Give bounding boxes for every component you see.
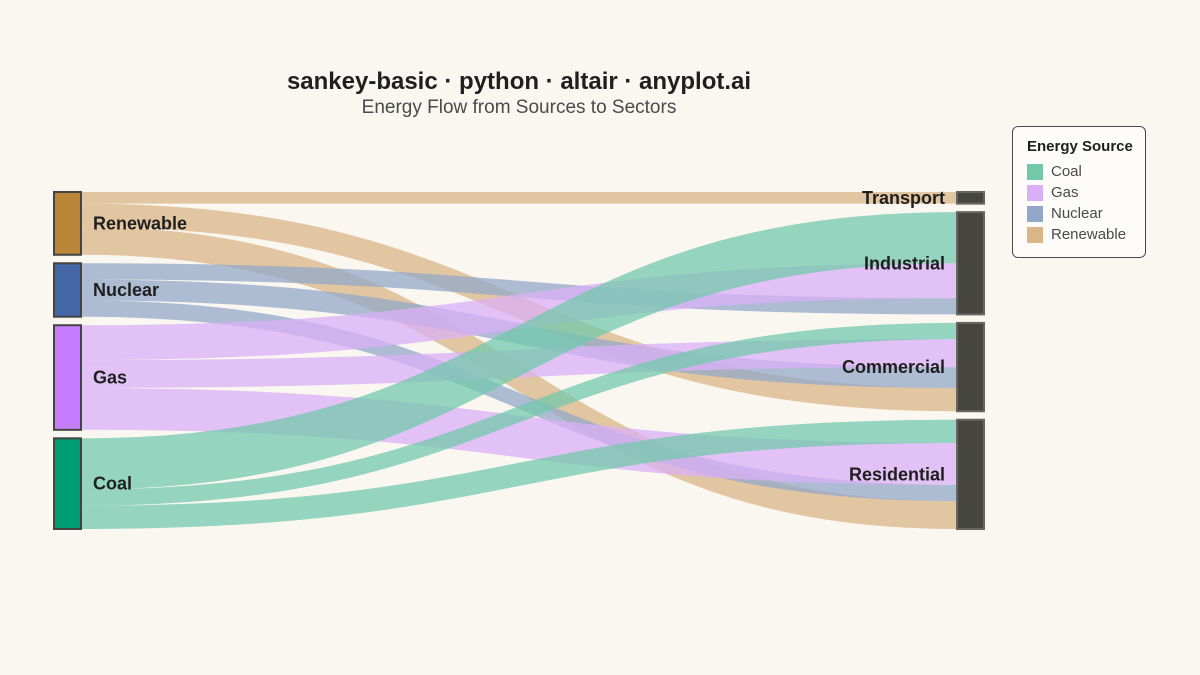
source-label-coal: Coal <box>93 474 132 494</box>
link-gas-to-residential <box>81 387 957 485</box>
source-node-nuclear <box>53 262 82 318</box>
legend-swatch-coal <box>1027 163 1043 180</box>
target-label-residential: Residential <box>849 464 945 484</box>
chart-title: sankey-basic · python · altair · anyplot… <box>287 68 751 95</box>
labels-group: Renewable Nuclear Gas Coal Transport Industri… <box>93 188 945 494</box>
target-node-commercial <box>956 321 985 413</box>
link-renewable-to-residential <box>81 226 957 530</box>
source-node-renewable <box>53 191 82 256</box>
link-nuclear-to-residential <box>81 300 957 502</box>
legend-item-nuclear: Nuclear <box>1027 203 1145 224</box>
link-renewable-to-transport <box>81 192 957 204</box>
legend-item-coal: Coal <box>1027 161 1145 182</box>
legend-swatch-gas <box>1027 184 1043 201</box>
legend: Energy Source Coal Gas Nuclear Renewable <box>1012 126 1146 258</box>
legend-swatch-renewable <box>1027 226 1043 243</box>
link-coal-to-commercial <box>81 322 957 506</box>
target-label-transport: Transport <box>862 188 945 208</box>
nodes-group <box>53 191 985 530</box>
legend-label-coal: Coal <box>1051 163 1082 180</box>
source-node-coal <box>53 437 82 530</box>
chart-subtitle: Energy Flow from Sources to Sectors <box>362 97 677 118</box>
legend-label-renewable: Renewable <box>1051 226 1127 243</box>
target-label-industrial: Industrial <box>864 253 945 273</box>
legend-label-nuclear: Nuclear <box>1051 205 1103 222</box>
legend-swatch-nuclear <box>1027 205 1043 222</box>
target-label-commercial: Commercial <box>842 357 945 377</box>
link-gas-to-industrial <box>81 263 957 361</box>
legend-item-renewable: Renewable <box>1027 224 1145 245</box>
link-coal-to-industrial <box>81 212 957 490</box>
legend-label-gas: Gas <box>1051 184 1079 201</box>
source-label-nuclear: Nuclear <box>93 280 159 300</box>
target-node-residential <box>956 418 985 530</box>
source-node-gas <box>53 324 82 431</box>
source-label-gas: Gas <box>93 368 127 388</box>
legend-title: Energy Source <box>1027 138 1133 155</box>
source-label-renewable: Renewable <box>93 213 187 233</box>
legend-item-gas: Gas <box>1027 182 1145 203</box>
link-coal-to-residential <box>81 419 957 529</box>
target-node-transport <box>956 191 985 205</box>
target-node-industrial <box>956 211 985 316</box>
links-group <box>81 192 957 530</box>
